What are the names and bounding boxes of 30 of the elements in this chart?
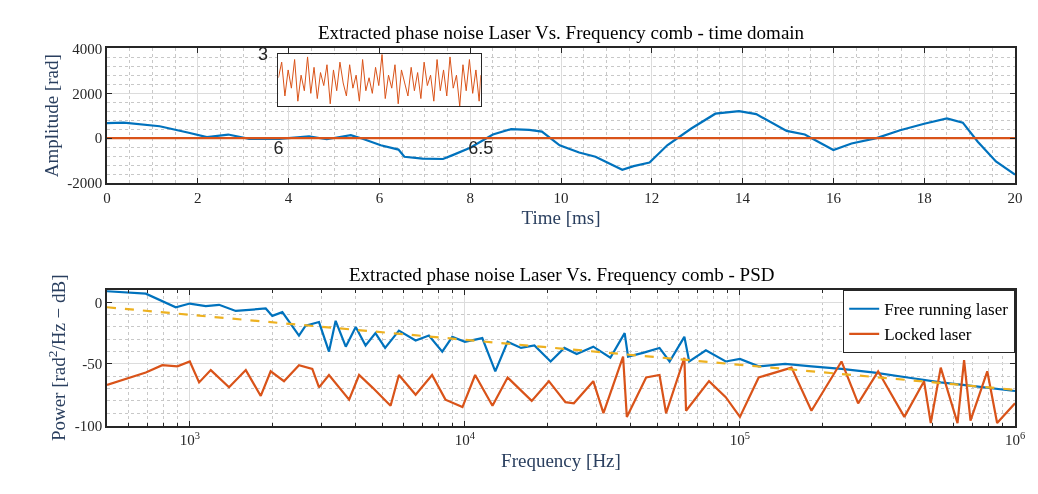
x-tick-label: 10$^{3}$ [179, 430, 200, 449]
x-axis-title: Frequency [Hz] [501, 449, 621, 471]
x-tick-label: 6 [375, 189, 384, 206]
x-tick-label: 6.5 [468, 138, 494, 159]
y-tick-label: 2000 [72, 85, 103, 102]
x-tick-label: 20 [1007, 189, 1023, 206]
y-tick-label: -2000 [67, 175, 103, 192]
x-axis-title: Time [ms] [521, 207, 601, 229]
y-tick-label: 4000 [72, 40, 103, 57]
x-tick-label: 6 [273, 138, 284, 159]
x-tick-label: 14 [735, 189, 751, 206]
x-tick-label: 10 [553, 189, 569, 206]
chart-title: Extracted phase noise Laser Vs. Frequency comb - PSD [349, 264, 775, 285]
y-tick-label: -100 [74, 417, 103, 434]
x-tick-label: 4 [284, 189, 293, 206]
x-tick-label: 12 [644, 189, 660, 206]
x-tick-label: 10$^{4}$ [454, 430, 476, 449]
legend-label: Free running laser [884, 300, 1009, 320]
x-tick-label: 8 [466, 189, 474, 206]
x-tick-label: 10$^{6}$ [1004, 430, 1026, 449]
chart-title: Extracted phase noise Laser Vs. Frequency comb - time domain [318, 22, 805, 43]
legend-label: Locked laser [884, 325, 972, 345]
y-axis-title: Amplitude [rad] [40, 54, 62, 178]
y-tick-label: 0 [94, 294, 103, 311]
line-series [107, 110, 1015, 176]
x-tick-label: 16 [825, 189, 842, 206]
y-tick-label: -50 [82, 356, 103, 373]
x-tick-label: 10$^{5}$ [729, 430, 751, 449]
x-tick-label: 2 [194, 189, 202, 206]
x-tick-label: 18 [916, 189, 932, 206]
